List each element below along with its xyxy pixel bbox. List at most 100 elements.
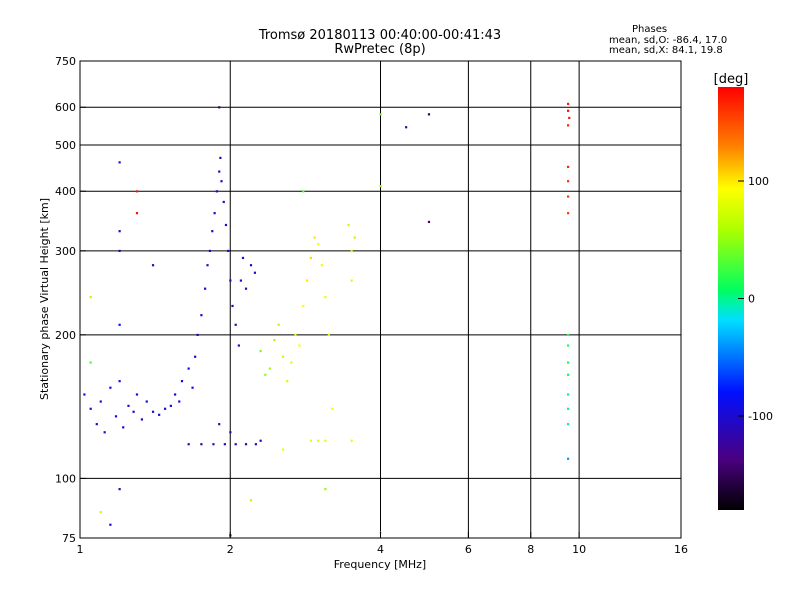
data-point xyxy=(89,296,92,299)
data-point xyxy=(180,380,184,383)
data-point xyxy=(567,344,570,347)
colorbar-tick-label: 0 xyxy=(748,293,755,306)
data-point xyxy=(206,264,209,267)
y-tick-label: 500 xyxy=(55,139,76,152)
data-point xyxy=(327,333,330,337)
data-point xyxy=(109,523,112,526)
y-axis-label: Stationary phase Virtual Height [km] xyxy=(38,198,51,400)
data-point xyxy=(567,195,570,198)
data-point xyxy=(135,190,139,193)
data-point xyxy=(302,190,305,193)
data-point xyxy=(229,431,232,434)
data-point xyxy=(222,200,225,204)
x-tick-label: 10 xyxy=(572,543,586,556)
data-point xyxy=(213,212,216,215)
phases-stat-o: mean, sd,O: -86.4, 17.0 xyxy=(609,35,728,46)
data-point xyxy=(254,443,257,446)
x-tick-label: 1 xyxy=(77,543,84,556)
data-point xyxy=(268,367,271,370)
data-point xyxy=(567,109,570,112)
data-point xyxy=(379,185,382,188)
data-point xyxy=(281,355,285,358)
data-point xyxy=(127,404,130,407)
data-point xyxy=(219,156,222,160)
x-tick-label: 16 xyxy=(674,543,688,556)
data-point xyxy=(187,367,190,370)
data-point xyxy=(353,236,356,239)
data-point xyxy=(567,165,570,169)
data-point xyxy=(302,304,305,308)
data-point xyxy=(241,256,245,260)
data-point xyxy=(122,426,125,429)
x-tick-label: 6 xyxy=(465,543,472,556)
data-point xyxy=(223,443,226,446)
data-point xyxy=(567,212,570,215)
grid-lines xyxy=(80,61,681,538)
data-point xyxy=(211,230,214,233)
data-point xyxy=(95,423,98,426)
data-point xyxy=(99,511,102,514)
data-point xyxy=(173,393,177,396)
data-point xyxy=(290,361,293,364)
x-tick-label: 2 xyxy=(227,543,234,556)
phases-heading: Phases xyxy=(632,24,668,35)
y-tick-label: 400 xyxy=(55,185,76,198)
data-point xyxy=(145,400,148,403)
data-point xyxy=(427,220,431,224)
y-tick-label: 75 xyxy=(62,532,76,545)
data-point xyxy=(567,333,570,337)
data-point xyxy=(118,488,121,491)
data-point xyxy=(259,349,262,353)
data-point xyxy=(200,443,203,446)
data-point xyxy=(264,373,267,376)
y-tick-label: 600 xyxy=(55,101,76,114)
data-point xyxy=(567,361,570,364)
data-point xyxy=(218,170,221,173)
data-point xyxy=(135,212,139,215)
data-point xyxy=(234,443,237,446)
data-point xyxy=(163,407,167,410)
data-point xyxy=(324,296,327,299)
data-point xyxy=(187,443,190,446)
y-axis-ticks: 75 100 200 300 400 500 600 750 xyxy=(55,55,86,545)
data-point xyxy=(286,380,289,383)
data-point xyxy=(234,323,237,326)
data-point xyxy=(567,180,570,183)
data-point xyxy=(196,333,199,337)
x-tick-label: 4 xyxy=(377,543,384,556)
data-point xyxy=(313,236,316,239)
data-point xyxy=(89,361,92,364)
data-point xyxy=(212,443,215,446)
data-point xyxy=(324,488,327,491)
data-point xyxy=(224,223,228,227)
data-point xyxy=(567,124,570,127)
data-point xyxy=(220,180,223,183)
data-point xyxy=(231,304,234,308)
data-point xyxy=(567,102,570,106)
data-point xyxy=(317,439,320,442)
data-point xyxy=(277,323,280,326)
data-point xyxy=(169,404,172,407)
data-point xyxy=(331,407,334,410)
data-point xyxy=(227,249,230,253)
data-point xyxy=(281,448,285,451)
data-point xyxy=(118,380,121,383)
colorbar-ticks: 100 0 -100 xyxy=(738,175,773,423)
x-tick-label: 8 xyxy=(527,543,534,556)
data-point xyxy=(567,393,570,396)
data-point xyxy=(191,386,194,389)
y-tick-label: 300 xyxy=(55,245,76,258)
data-point xyxy=(350,249,353,253)
chart-title: Tromsø 20180113 00:40:00-00:41:43 xyxy=(258,28,502,43)
data-point xyxy=(203,287,207,290)
y-tick-label: 200 xyxy=(55,329,76,342)
data-point xyxy=(208,249,212,253)
data-point xyxy=(218,423,221,426)
data-point xyxy=(151,264,155,267)
data-point xyxy=(135,393,139,396)
colorbar-tick-label: -100 xyxy=(748,410,773,423)
data-point xyxy=(405,126,408,129)
data-point xyxy=(158,413,161,416)
data-point xyxy=(567,373,570,376)
